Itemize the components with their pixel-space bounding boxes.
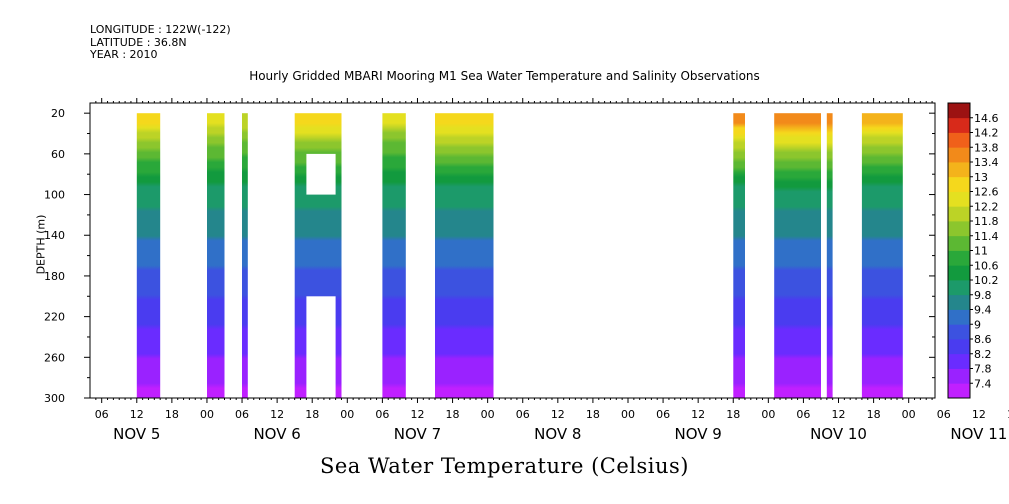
colorbar-label: 13 — [974, 171, 988, 184]
x-hour-label: 06 — [796, 408, 810, 421]
colorbar-label: 11.8 — [974, 215, 999, 228]
colorbar-swatch — [948, 324, 970, 340]
colorbar-swatch — [948, 103, 970, 119]
x-hour-label: 06 — [656, 408, 670, 421]
header-latitude: LATITUDE : 36.8N — [90, 36, 187, 49]
y-tick-label: 60 — [51, 148, 65, 161]
data-segment — [733, 113, 745, 398]
colorbar-label: 11 — [974, 245, 988, 258]
x-hour-label: 18 — [305, 408, 319, 421]
data-segment — [861, 113, 903, 398]
data-segment — [242, 113, 248, 398]
colorbar-swatch — [948, 383, 970, 399]
colorbar-label: 7.8 — [974, 363, 992, 376]
y-tick-label: 100 — [44, 189, 65, 202]
header-year: YEAR : 2010 — [90, 48, 158, 61]
colorbar-label: 12.2 — [974, 200, 999, 213]
colorbar-swatch — [948, 206, 970, 222]
data-gap — [306, 296, 336, 398]
colorbar-swatch — [948, 221, 970, 237]
chart-title: Hourly Gridded MBARI Mooring M1 Sea Wate… — [249, 69, 760, 83]
x-hour-label: 18 — [1007, 408, 1009, 421]
x-day-label: NOV 7 — [394, 425, 441, 443]
plot-frame — [89, 102, 936, 399]
colorbar-label: 8.2 — [974, 348, 992, 361]
y-tick-label: 140 — [44, 229, 65, 242]
colorbar-label: 11.4 — [974, 230, 999, 243]
colorbar-label: 14.2 — [974, 127, 999, 140]
colorbar-swatch — [948, 147, 970, 163]
colorbar-label: 10.6 — [974, 259, 999, 272]
colorbar-swatch — [948, 162, 970, 178]
colorbar-label: 13.4 — [974, 156, 999, 169]
y-tick-label: 260 — [44, 351, 65, 364]
x-hour-label: 06 — [375, 408, 389, 421]
colorbar-swatch — [948, 132, 970, 148]
colorbar-swatch — [948, 265, 970, 281]
colorbar-swatch — [948, 339, 970, 355]
y-tick-label: 20 — [51, 107, 65, 120]
data-gap — [306, 153, 336, 195]
x-hour-label: 12 — [551, 408, 565, 421]
x-hour-label: 06 — [516, 408, 530, 421]
colorbar-label: 8.6 — [974, 333, 992, 346]
x-day-label: NOV 6 — [253, 425, 300, 443]
colorbar-label: 10.2 — [974, 274, 999, 287]
colorbar-swatch — [948, 294, 970, 310]
x-hour-label: 06 — [95, 408, 109, 421]
x-axis-label: Sea Water Temperature (Celsius) — [319, 454, 689, 478]
x-day-label: NOV 10 — [810, 425, 867, 443]
x-hour-label: 18 — [726, 408, 740, 421]
x-hour-label: 12 — [270, 408, 284, 421]
data-segment — [382, 113, 406, 398]
y-tick-label: 180 — [44, 270, 65, 283]
x-hour-label: 00 — [621, 408, 635, 421]
colorbar-swatch — [948, 117, 970, 133]
colorbar-swatch — [948, 191, 970, 207]
x-hour-label: 06 — [235, 408, 249, 421]
x-day-label: NOV 5 — [113, 425, 160, 443]
x-hour-label: 18 — [446, 408, 460, 421]
colorbar-label: 13.8 — [974, 141, 999, 154]
colorbar-swatch — [948, 176, 970, 192]
x-hour-label: 06 — [937, 408, 951, 421]
x-hour-label: 00 — [761, 408, 775, 421]
colorbar-label: 9.8 — [974, 289, 992, 302]
data-segment — [826, 113, 833, 398]
data-segment — [207, 113, 225, 398]
data-segment — [774, 113, 821, 398]
colorbar-swatch — [948, 309, 970, 325]
colorbar-label: 9 — [974, 318, 981, 331]
x-hour-label: 00 — [200, 408, 214, 421]
colorbar-swatch — [948, 235, 970, 251]
colorbar-label: 9.4 — [974, 304, 992, 317]
header-longitude: LONGITUDE : 122W(-122) — [90, 23, 231, 36]
colorbar-swatch — [948, 353, 970, 369]
x-day-label: NOV 9 — [674, 425, 721, 443]
colorbar-label: 12.6 — [974, 186, 999, 199]
x-hour-label: 18 — [867, 408, 881, 421]
x-hour-label: 00 — [340, 408, 354, 421]
colorbar-swatch — [948, 250, 970, 266]
x-hour-label: 12 — [832, 408, 846, 421]
x-hour-label: 00 — [481, 408, 495, 421]
data-segment — [136, 113, 161, 398]
x-hour-label: 12 — [130, 408, 144, 421]
colorbar-label: 14.6 — [974, 112, 999, 125]
y-tick-label: 300 — [44, 392, 65, 405]
x-hour-label: 18 — [586, 408, 600, 421]
x-hour-label: 12 — [410, 408, 424, 421]
data-segment — [435, 113, 494, 398]
colorbar-swatch — [948, 368, 970, 384]
colorbar-swatch — [948, 280, 970, 296]
colorbar-label: 7.4 — [974, 377, 992, 390]
x-hour-label: 00 — [902, 408, 916, 421]
x-day-label: NOV 11 — [950, 425, 1007, 443]
x-hour-label: 18 — [165, 408, 179, 421]
y-tick-label: 220 — [44, 311, 65, 324]
x-hour-label: 12 — [972, 408, 986, 421]
x-hour-label: 12 — [691, 408, 705, 421]
x-day-label: NOV 8 — [534, 425, 581, 443]
